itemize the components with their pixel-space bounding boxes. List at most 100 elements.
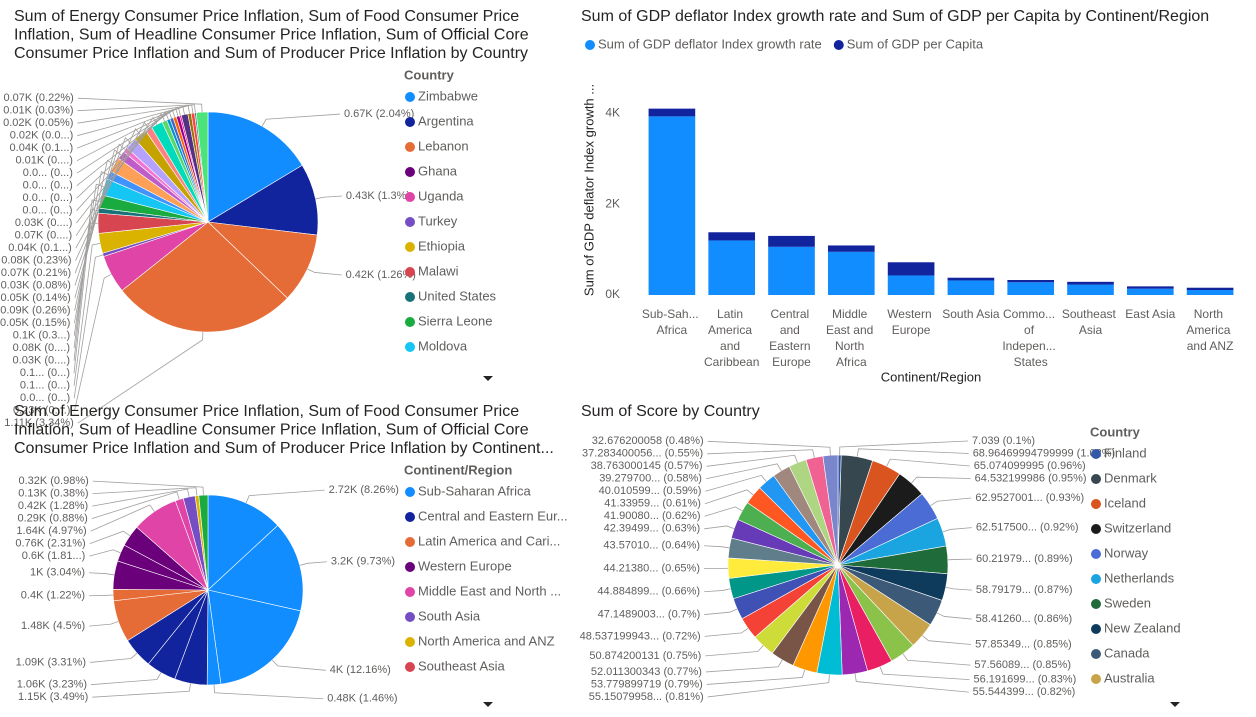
- bar: [1007, 282, 1055, 295]
- x-tick-label-line: Caribbean: [704, 355, 759, 369]
- data-label: 0.0... (0...): [22, 205, 72, 217]
- x-tick-label-line: and: [720, 339, 743, 353]
- data-label: 58.41260... (0.86%): [976, 613, 1073, 625]
- leader-line: [76, 109, 172, 199]
- data-label: 55.544399... (0.82%): [973, 686, 1076, 698]
- x-tick-label: Sub-Sah... Africa: [642, 307, 702, 337]
- leader-line: [879, 666, 970, 681]
- x-tick-label: Southeast Asia: [1062, 307, 1119, 337]
- chart-title: Sum of GDP deflator Index growth rate an…: [581, 8, 1209, 25]
- leader-line: [77, 104, 194, 124]
- x-tick-label-line: Latin: [717, 307, 746, 321]
- legend-entry: Sum of GDP deflator Index growth rate: [598, 36, 822, 51]
- data-label: 0.0... (0...): [23, 192, 73, 204]
- y-axis-label: Sum of GDP deflator Index growth ...: [581, 84, 596, 296]
- leader-line: [707, 440, 831, 456]
- legend-entry: Malawi: [418, 263, 459, 278]
- bar: [947, 280, 995, 295]
- legend-swatch: [405, 662, 415, 672]
- leader-line: [90, 672, 162, 686]
- data-label: 1.11K (3.34%): [4, 417, 74, 429]
- chart-title: Sum of Score by Country: [581, 403, 760, 420]
- scroll-arrow[interactable]: [483, 702, 493, 707]
- leader-line: [707, 449, 815, 458]
- bar: [1067, 281, 1114, 285]
- legend-entry: Iceland: [1104, 495, 1146, 510]
- leader-line: [922, 635, 972, 645]
- legend-entry: Finland: [1104, 445, 1147, 460]
- legend-swatch: [405, 537, 415, 547]
- legend-swatch: [405, 317, 415, 327]
- legend-entry: Denmark: [1104, 470, 1157, 485]
- data-label: 1.64K (4.97%): [16, 525, 86, 537]
- legend-swatch: [405, 217, 415, 227]
- legend-entry: Moldova: [418, 338, 468, 353]
- data-label: 0.48K (1.46%): [327, 693, 397, 705]
- leader-line: [213, 684, 324, 700]
- leader-line: [77, 331, 204, 424]
- legend-swatch: [405, 92, 415, 102]
- data-label: 0.1K (0.3...): [13, 330, 70, 342]
- bar: [1186, 290, 1234, 295]
- leader-line: [88, 594, 114, 597]
- leader-line: [911, 476, 971, 484]
- data-label: 0.08K (0....): [13, 342, 70, 354]
- data-label: 0.32K (0.98%): [18, 475, 88, 487]
- leader-line: [92, 480, 204, 496]
- data-label: 0.6K (1.81...): [22, 550, 86, 562]
- data-label: 47.1489003... (0.7%): [598, 608, 701, 620]
- x-tick-label: Central and Eastern Europe: [769, 307, 814, 369]
- leader-line: [89, 549, 121, 557]
- leader-line: [704, 627, 749, 637]
- legend-swatch: [1091, 549, 1101, 559]
- leader-line: [704, 489, 754, 505]
- legend-entry: Zimbabwe: [418, 88, 478, 103]
- x-tick-label-line: of: [1024, 323, 1037, 337]
- leader-line: [854, 673, 969, 693]
- leader-line: [76, 111, 169, 211]
- scroll-arrow[interactable]: [1170, 702, 1180, 707]
- x-tick-label: North America and ANZ: [1186, 307, 1233, 353]
- leader-line: [73, 199, 101, 349]
- leader-line: [947, 558, 973, 561]
- x-tick-label-line: East and: [826, 323, 877, 337]
- legend-entry: Sum of GDP per Capita: [847, 36, 984, 51]
- x-tick-label-line: South Asia: [942, 307, 1000, 321]
- leader-line: [89, 530, 131, 545]
- data-label: 48.537199943... (0.72%): [580, 630, 701, 642]
- leader-line: [73, 209, 99, 361]
- legend-swatch: [585, 40, 595, 50]
- leader-line: [73, 222, 99, 374]
- x-tick-label: Commo... of Indepen... States: [1002, 307, 1059, 369]
- leader-line: [704, 588, 731, 593]
- data-label: 0.08K (0.23%): [1, 255, 71, 267]
- leader-line: [704, 608, 738, 615]
- leader-line: [307, 268, 342, 276]
- data-label: 4K (12.16%): [330, 664, 391, 676]
- pie-slice: [207, 221, 318, 299]
- data-label: 0.02K (0.0...): [10, 130, 74, 142]
- legend-entry: Sub-Saharan Africa: [418, 483, 532, 498]
- scroll-arrow[interactable]: [483, 376, 493, 381]
- leader-line: [76, 107, 181, 162]
- data-label: 0.02K (0.05%): [3, 117, 73, 129]
- legend-title: Continent/Region: [404, 462, 512, 477]
- x-tick-label-line: Central: [770, 307, 812, 321]
- leader-line: [315, 195, 342, 200]
- bar: [1007, 280, 1055, 283]
- leader-line: [706, 669, 806, 685]
- legend-swatch: [405, 637, 415, 647]
- data-label: 32.676200058 (0.48%): [592, 435, 704, 447]
- data-label: 0.04K (0.1...): [10, 142, 74, 154]
- data-label: 0.07K (0.21%): [1, 267, 71, 279]
- x-tick-label-line: Middle: [832, 307, 871, 321]
- data-label: 0.29K (0.88%): [17, 513, 87, 525]
- leader-line: [704, 545, 730, 549]
- legend-swatch: [1091, 574, 1101, 584]
- x-tick-label-line: Southeast: [1062, 307, 1119, 321]
- data-label: 65.074099995 (0.96%): [974, 460, 1086, 472]
- leader-line: [90, 504, 155, 532]
- data-label: 56.191699... (0.83%): [974, 674, 1077, 686]
- leader-line: [74, 273, 112, 411]
- data-label: 53.779899719 (0.79%): [591, 678, 703, 690]
